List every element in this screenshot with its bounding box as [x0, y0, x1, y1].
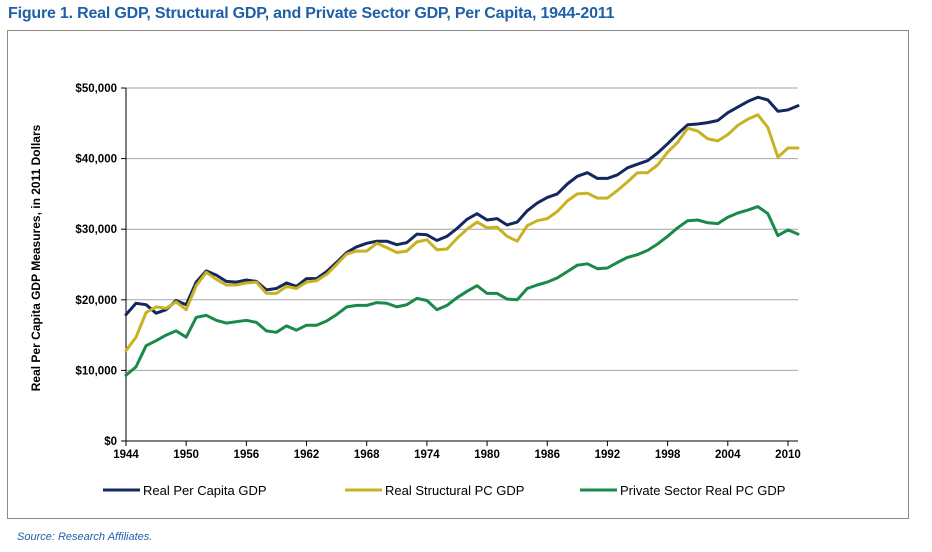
- x-tick-label: 1974: [414, 449, 440, 461]
- y-axis-label: Real Per Capita GDP Measures, in 2011 Do…: [29, 124, 43, 391]
- x-tick-label: 1950: [173, 449, 199, 461]
- x-tick-label: 1986: [534, 449, 560, 461]
- figure-title: Figure 1. Real GDP, Structural GDP, and …: [8, 5, 615, 22]
- x-tick-labels: 1944 1950 1956 1962 1968 1974 1980 1986 1992 1998…: [113, 449, 801, 461]
- chart-frame: [7, 30, 909, 519]
- legend-item-real-per-capita-gdp: Real Per Capita GDP: [103, 483, 267, 498]
- x-tick-label: 2004: [715, 449, 741, 461]
- x-tick-label: 1944: [113, 449, 139, 461]
- x-tick-label: 1962: [294, 449, 320, 461]
- legend-label: Private Sector Real PC GDP: [620, 483, 785, 498]
- source-note: Source: Research Affiliates.: [17, 531, 153, 543]
- x-tick-label: 1998: [655, 449, 681, 461]
- legend: Real Per Capita GDP Real Structural PC GD…: [103, 483, 785, 498]
- x-tick-label: 1956: [234, 449, 260, 461]
- legend-item-real-structural-pc-gdp: Real Structural PC GDP: [345, 483, 524, 498]
- series-line-real-structural-pc-gdp: [124, 113, 800, 353]
- axes: [121, 87, 798, 446]
- series-lines: [124, 95, 800, 377]
- y-tick-label: $0: [104, 436, 117, 448]
- x-tick-label: 1992: [595, 449, 621, 461]
- y-tick-label: $30,000: [75, 224, 117, 236]
- x-tick-label: 2010: [775, 449, 801, 461]
- y-tick-label: $10,000: [75, 365, 117, 377]
- y-tick-label: $20,000: [75, 295, 117, 307]
- y-tick-labels: $0 $10,000 $20,000 $30,000 $40,000 $50,000: [75, 83, 117, 448]
- x-tick-label: 1980: [474, 449, 500, 461]
- series-line-private-sector-real-pc-gdp: [124, 205, 800, 377]
- legend-label: Real Structural PC GDP: [385, 483, 524, 498]
- y-tick-label: $50,000: [75, 83, 117, 95]
- legend-label: Real Per Capita GDP: [143, 483, 267, 498]
- x-tick-label: 1968: [354, 449, 380, 461]
- grid-lines: [126, 87, 798, 371]
- y-tick-label: $40,000: [75, 154, 117, 166]
- series-line-real-per-capita-gdp: [124, 95, 800, 317]
- legend-item-private-sector-real-pc-gdp: Private Sector Real PC GDP: [580, 483, 785, 498]
